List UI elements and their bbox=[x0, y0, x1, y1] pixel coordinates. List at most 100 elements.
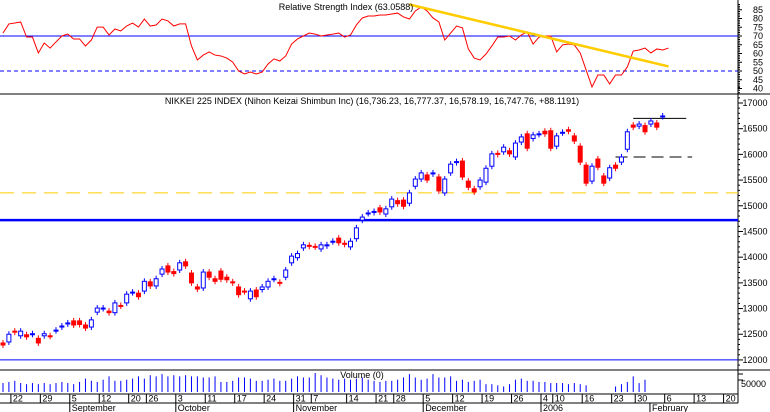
candle bbox=[524, 130, 530, 152]
candle-body bbox=[377, 207, 383, 213]
candle-body bbox=[289, 255, 295, 264]
candle-body bbox=[177, 262, 183, 271]
candle-body bbox=[401, 199, 407, 207]
candle bbox=[41, 330, 47, 339]
candle bbox=[512, 140, 518, 160]
rsi-tick-label: 70 bbox=[753, 31, 763, 41]
candle bbox=[206, 269, 212, 281]
candle bbox=[430, 169, 436, 177]
candle bbox=[654, 120, 660, 131]
rsi-tick-label: 80 bbox=[753, 14, 763, 24]
candle-body bbox=[141, 280, 147, 292]
candle-body bbox=[389, 198, 395, 208]
rsi-tick-label: 55 bbox=[753, 57, 763, 67]
day-tick-label: 5 bbox=[72, 394, 77, 404]
candle-body bbox=[130, 291, 136, 294]
month-label: 2006 bbox=[543, 403, 563, 412]
day-tick-label: 22 bbox=[13, 394, 23, 404]
candle bbox=[607, 164, 613, 182]
price-tick-label: 13000 bbox=[742, 304, 767, 314]
candle-body bbox=[112, 302, 118, 314]
price-tick-label: 14500 bbox=[742, 226, 767, 236]
day-tick-label: 31 bbox=[296, 394, 306, 404]
candle bbox=[295, 250, 300, 261]
candle-body bbox=[371, 210, 377, 213]
month-label: November bbox=[296, 403, 338, 412]
candle-body bbox=[495, 152, 501, 155]
candle bbox=[171, 268, 177, 277]
candle bbox=[0, 339, 6, 349]
candle-body bbox=[171, 271, 177, 275]
candle-body bbox=[607, 167, 613, 179]
candle bbox=[442, 176, 448, 196]
candle-body bbox=[82, 324, 88, 329]
candle-body bbox=[536, 133, 542, 136]
candle bbox=[188, 270, 194, 286]
candle bbox=[200, 269, 206, 291]
candle-body bbox=[501, 146, 507, 153]
candle bbox=[436, 173, 442, 194]
candle bbox=[59, 323, 65, 331]
rsi-tick-label: 45 bbox=[753, 75, 763, 85]
day-tick-label: 17 bbox=[237, 394, 247, 404]
candle bbox=[277, 279, 283, 287]
candle-body bbox=[318, 244, 324, 250]
month-label: December bbox=[425, 403, 467, 412]
candle bbox=[577, 143, 583, 166]
volume-axis-label: 50000 bbox=[741, 379, 766, 389]
day-tick-label: 14 bbox=[349, 394, 359, 404]
candle bbox=[389, 196, 395, 210]
candle-body bbox=[454, 161, 460, 164]
candle bbox=[35, 335, 41, 346]
candle bbox=[401, 197, 407, 210]
candle bbox=[554, 132, 560, 150]
candle-body bbox=[524, 133, 530, 149]
candle-body bbox=[277, 281, 283, 284]
candle bbox=[159, 265, 165, 278]
candle-body bbox=[577, 145, 583, 163]
candle-body bbox=[642, 125, 648, 133]
candle bbox=[29, 330, 35, 338]
candle bbox=[560, 129, 566, 136]
candle-body bbox=[412, 178, 418, 187]
candle bbox=[601, 172, 607, 187]
candle bbox=[348, 238, 354, 250]
day-tick-label: 28 bbox=[396, 394, 406, 404]
rsi-tick-label: 60 bbox=[753, 49, 763, 59]
day-tick-label: 26 bbox=[148, 394, 158, 404]
candle-body bbox=[530, 134, 536, 139]
day-tick-label: 24 bbox=[266, 394, 276, 404]
candle bbox=[571, 132, 577, 145]
price-tick-label: 15000 bbox=[742, 201, 767, 211]
candle bbox=[371, 208, 377, 216]
candle bbox=[71, 317, 77, 328]
candle-body bbox=[6, 333, 12, 343]
rsi-trendline bbox=[409, 3, 669, 68]
candle bbox=[518, 133, 524, 146]
candle-body bbox=[88, 319, 94, 328]
candle-body bbox=[648, 120, 654, 125]
candle-body bbox=[630, 124, 636, 128]
candle-body bbox=[618, 156, 624, 163]
candle bbox=[141, 278, 147, 295]
candle-body bbox=[359, 216, 365, 221]
candle bbox=[165, 262, 171, 276]
candle-body bbox=[224, 276, 230, 281]
candle bbox=[53, 327, 59, 334]
candle bbox=[536, 130, 542, 138]
candle-body bbox=[348, 240, 354, 248]
candle-body bbox=[330, 240, 336, 243]
candle-body bbox=[153, 278, 159, 287]
candle-body bbox=[636, 123, 642, 127]
candle bbox=[253, 287, 259, 300]
candle bbox=[542, 128, 548, 137]
candle bbox=[395, 197, 401, 207]
candle-body bbox=[560, 131, 566, 134]
day-tick-label: 7 bbox=[313, 394, 318, 404]
price-tick-label: 12500 bbox=[742, 329, 767, 339]
candle bbox=[118, 302, 124, 309]
candle bbox=[312, 243, 318, 250]
candle-body bbox=[300, 244, 306, 249]
candle-body bbox=[106, 310, 112, 314]
